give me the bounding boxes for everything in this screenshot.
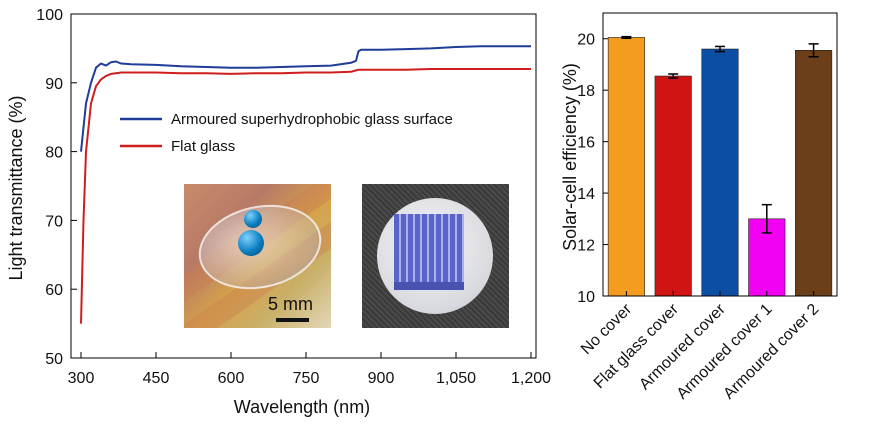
y-tick-label: 60 — [45, 282, 63, 299]
x-tick-label: 450 — [143, 370, 170, 387]
category-label: Armoured cover — [636, 300, 729, 393]
bar-y-tick-label: 10 — [577, 289, 595, 306]
scale-bar-label: 5 mm — [268, 294, 313, 314]
water-droplet-top — [244, 210, 262, 228]
bar-y-tick-label: 18 — [577, 83, 595, 100]
y-tick-label: 70 — [45, 213, 63, 230]
x-tick-label: 600 — [218, 370, 245, 387]
inset-photo-droplets: 5 mm — [184, 184, 331, 328]
transmittance-lines — [80, 45, 531, 324]
bar — [607, 37, 645, 297]
water-droplet-bottom — [238, 230, 264, 256]
y-tick-label: 50 — [45, 351, 63, 368]
transmittance-legend: Armoured superhydrophobic glass surface … — [120, 111, 453, 155]
bar-y-tick-label: 12 — [577, 238, 595, 255]
bar — [795, 50, 833, 297]
solar-cell-busbar — [394, 282, 464, 290]
category-label: Flat glass cover — [591, 300, 683, 392]
transmittance-x-axis-label: Wavelength (nm) — [234, 397, 370, 417]
y-tick-label: 100 — [36, 7, 63, 24]
efficiency-y-axis-label: Solar-cell efficiency (%) — [560, 63, 580, 251]
efficiency-ticks: 10 12 14 16 18 20 — [577, 32, 609, 306]
inset-photo-solar-cell — [362, 184, 509, 328]
legend-label-armoured: Armoured superhydrophobic glass surface — [171, 111, 453, 128]
x-tick-label: 1,200 — [511, 370, 551, 387]
x-tick-label: 1,050 — [436, 370, 476, 387]
transmittance-y-axis-label: Light transmittance (%) — [6, 95, 26, 280]
transmittance-ticks: 300 450 600 750 900 1,050 1,200 50 60 70 80 90 100 — [36, 7, 551, 387]
y-tick-label: 80 — [45, 145, 63, 162]
series-line-flat-glass — [80, 68, 531, 324]
solar-cell-grid — [394, 214, 464, 282]
legend-label-flat-glass: Flat glass — [171, 138, 235, 155]
bar-y-tick-label: 20 — [577, 32, 595, 49]
x-tick-label: 750 — [293, 370, 320, 387]
efficiency-plot-frame — [602, 12, 838, 297]
x-tick-label: 900 — [368, 370, 395, 387]
bar — [701, 48, 739, 297]
bar-y-tick-label: 14 — [577, 186, 595, 203]
series-line-armoured — [80, 45, 531, 152]
x-tick-label: 300 — [68, 370, 95, 387]
transmittance-plot-frame — [70, 13, 537, 359]
efficiency-bars — [607, 35, 833, 297]
scale-bar — [276, 318, 309, 322]
bar-y-tick-label: 16 — [577, 135, 595, 152]
transmittance-chart: Light transmittance (%) Wavelength (nm) … — [6, 7, 551, 417]
y-tick-label: 90 — [45, 76, 63, 93]
efficiency-chart: Solar-cell efficiency (%) 10 12 14 16 18 20 N… — [560, 12, 838, 403]
bar — [654, 75, 692, 297]
